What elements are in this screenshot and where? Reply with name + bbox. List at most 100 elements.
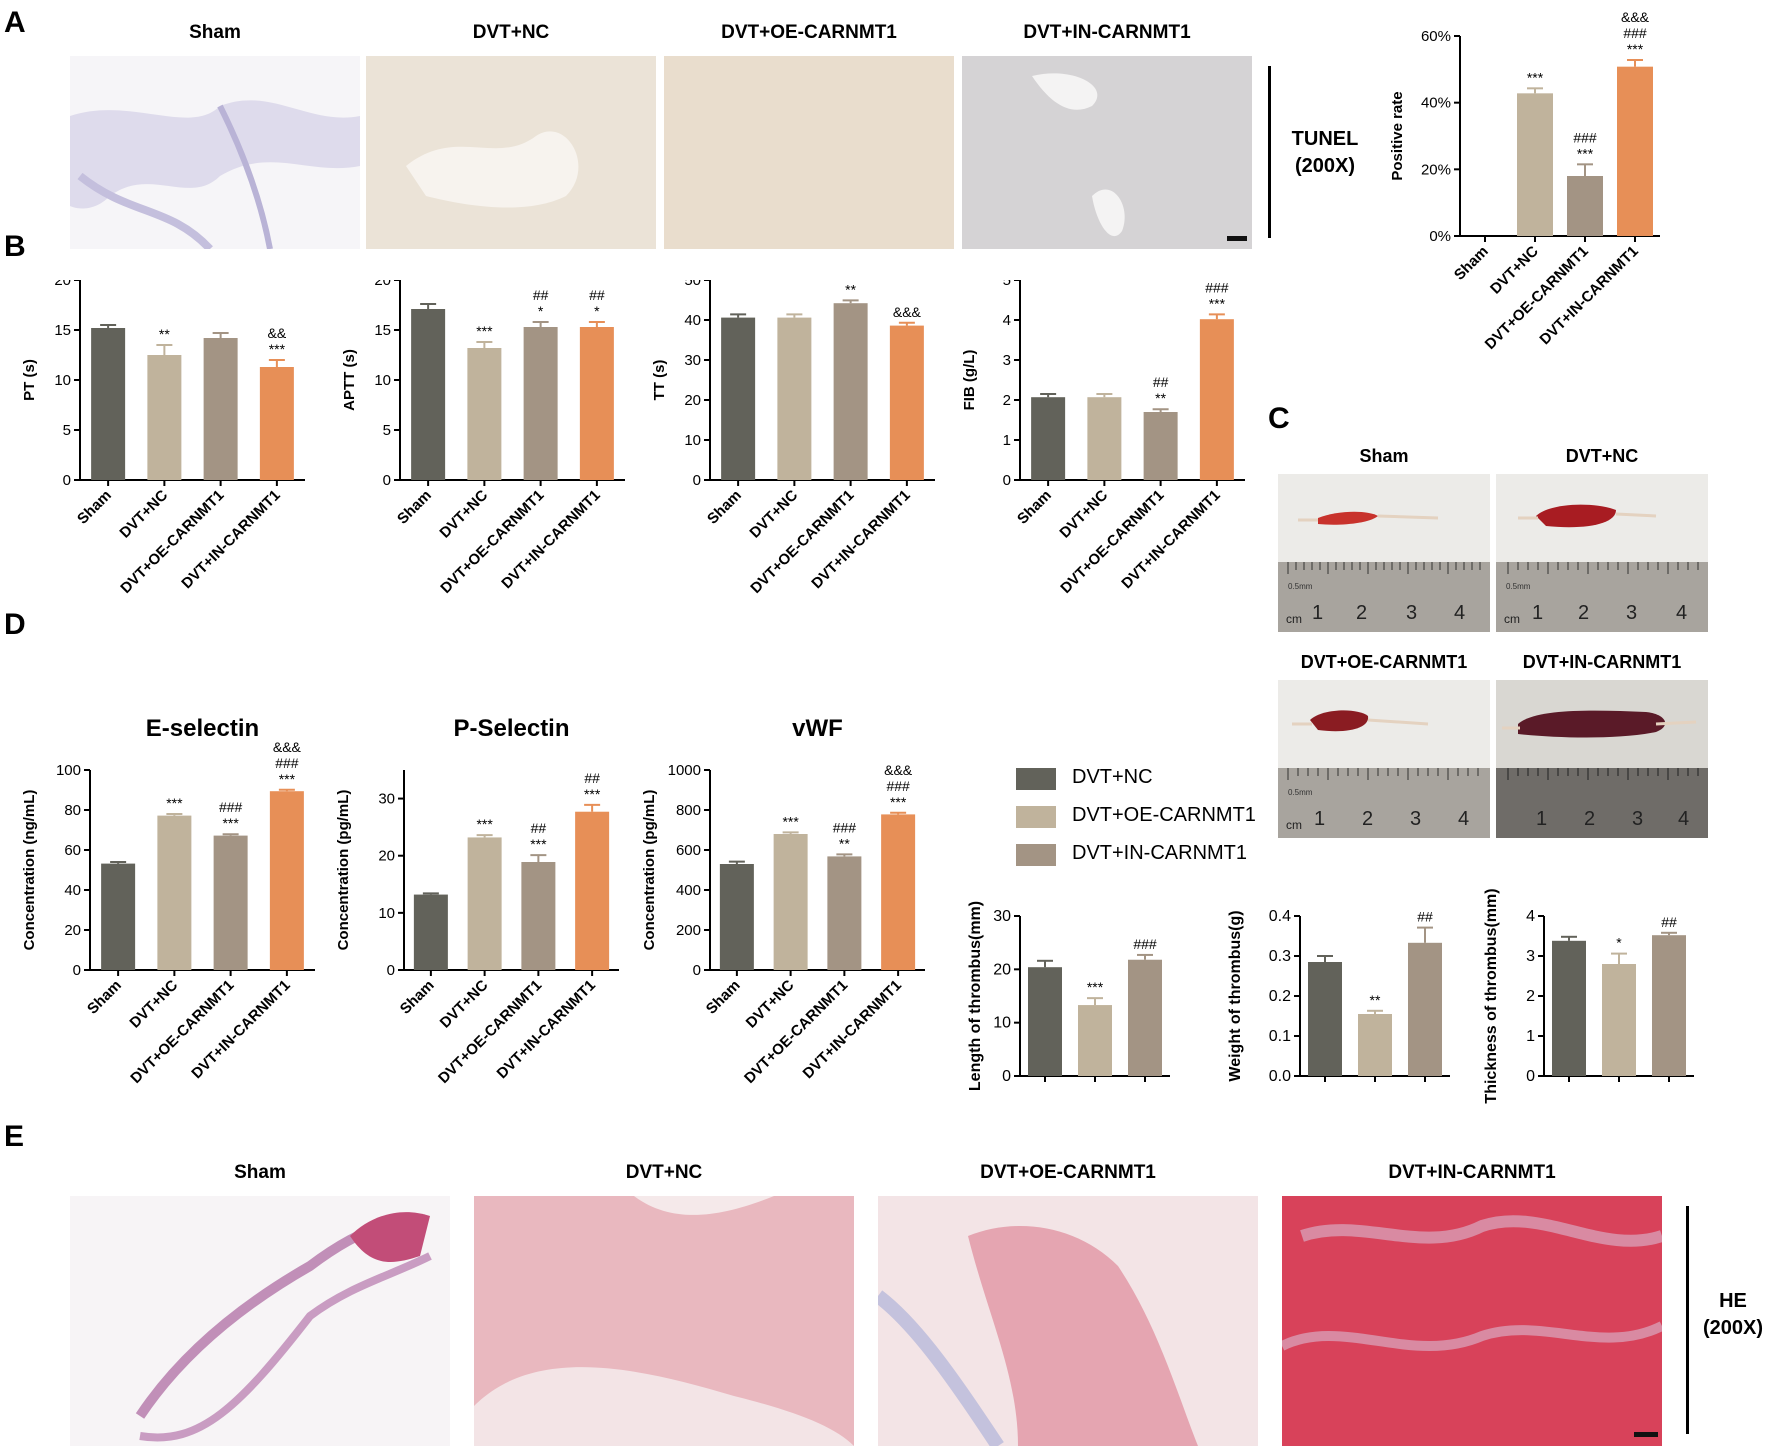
- length-y-tick-label: 10: [993, 1015, 1011, 1032]
- tt-y-tick-label: 20: [684, 392, 701, 409]
- vwf-annotation: ***: [890, 794, 907, 810]
- legend-label-nc: DVT+NC: [1072, 766, 1153, 788]
- he-label-line2: (200X): [1702, 1317, 1764, 1339]
- tt-x-tick-label: DVT+NC: [746, 487, 801, 542]
- vwf-x-tick-label: DVT+OE-CARNMT1: [741, 977, 851, 1087]
- chart-vwf: vWF 0 200 400 600 800 1000 Concentration (pg/mL…: [641, 715, 925, 1087]
- thickness-y-tick-label: 1: [1526, 1028, 1535, 1045]
- fib-x-tick-label: DVT+IN-CARNMT1: [1118, 487, 1223, 592]
- ruler-number-2: 2: [1356, 602, 1368, 624]
- he-divider: [1686, 1206, 1689, 1434]
- positive-rate-annotation: ***: [1577, 145, 1594, 161]
- weight-y-tick-label: 0.1: [1269, 1028, 1291, 1045]
- pt-x-tick-label: Sham: [74, 487, 115, 528]
- he-image-dvt-oe: [878, 1196, 1258, 1446]
- pt-y-tick-label: 20: [54, 280, 71, 289]
- panel-letter-d: D: [4, 608, 26, 641]
- aptt-annotation: ##: [589, 287, 605, 303]
- vwf-annotation: ###: [833, 819, 857, 835]
- pt-x-tick-label: DVT+OE-CARNMT1: [117, 487, 227, 597]
- p-selectin-title: P-Selectin: [453, 715, 569, 742]
- tunel-image-dvt-oe: [664, 56, 954, 249]
- positive-rate-annotation: ***: [1627, 41, 1644, 57]
- p-selectin-y-tick-label: 0: [387, 962, 395, 979]
- ruler-unit-nc: cm: [1504, 612, 1520, 626]
- tt-x-tick-label: DVT+IN-CARNMT1: [808, 487, 913, 592]
- fib-y-tick-label: 5: [1003, 280, 1011, 289]
- vwf-annotation: ###: [886, 778, 910, 794]
- pt-bar: [91, 328, 126, 480]
- aptt-x-tick-label: DVT+IN-CARNMT1: [498, 487, 603, 592]
- chart-fib: 0 1 2 3 4 5 FIB (g/L) Sham DVT+NC **## DVT+OE-CARN…: [961, 280, 1245, 597]
- pt-annotation: &&: [268, 325, 287, 341]
- chart-weight: 0.0 0.1 0.2 0.3 0.4 Weight of thrombus(g) ** ##: [1227, 908, 1450, 1085]
- he-label-line1: HE: [1719, 1290, 1747, 1312]
- vwf-x-tick-label: DVT+NC: [743, 977, 798, 1032]
- chart-thickness: 0 1 2 3 4 Thickness of thrombus(mm) * ##: [1483, 888, 1694, 1104]
- thickness-y-tick-label: 0: [1526, 1068, 1535, 1085]
- aptt-y-tick-label: 5: [383, 422, 391, 439]
- p-selectin-y-tick-label: 30: [378, 791, 395, 808]
- he-title-dvt-nc: DVT+NC: [625, 1162, 703, 1183]
- fib-bar: [1199, 319, 1234, 480]
- ruler-mark-oe: 0.5mm: [1288, 788, 1313, 797]
- p-selectin-y-tick-label: 20: [378, 848, 395, 865]
- chart-p-selectin: P-Selectin 0 10 20 30 Concentration (pg/mL) Sh…: [335, 715, 619, 1087]
- vwf-bar: [773, 834, 808, 970]
- p-selectin-annotation: ***: [584, 786, 601, 802]
- p-selectin-x-tick-label: DVT+OE-CARNMT1: [435, 977, 545, 1087]
- e-selectin-bar: [101, 863, 136, 970]
- panel-letter-a: A: [4, 6, 26, 39]
- vwf-annotation: &&&: [884, 762, 913, 778]
- tunel-scale-bar: [1227, 236, 1247, 241]
- fib-y-tick-label: 3: [1003, 352, 1011, 369]
- p-selectin-annotation: ##: [531, 820, 547, 836]
- weight-y-label: Weight of thrombus(g): [1227, 910, 1244, 1081]
- aptt-bar: [467, 348, 502, 480]
- vwf-y-tick-label: 0: [693, 962, 701, 979]
- e-selectin-y-tick-label: 0: [73, 962, 81, 979]
- thickness-annotation: *: [1616, 935, 1622, 951]
- length-y-tick-label: 30: [993, 908, 1011, 925]
- weight-y-tick-label: 0.2: [1269, 988, 1291, 1005]
- pt-y-tick-label: 10: [54, 372, 71, 389]
- vwf-y-tick-label: 1000: [668, 762, 701, 779]
- fib-x-tick-label: Sham: [1014, 487, 1055, 528]
- positive-rate-y-tick-label: 60%: [1421, 28, 1451, 45]
- thickness-bar: [1552, 940, 1586, 1076]
- e-selectin-x-tick-label: DVT+IN-CARNMT1: [188, 977, 293, 1082]
- pt-y-label: PT (s): [21, 359, 38, 401]
- tunel-image-sham: [70, 56, 360, 249]
- positive-rate-x-tick-label: Sham: [1451, 243, 1492, 284]
- tunel-label-line1: TUNEL: [1291, 128, 1359, 150]
- e-selectin-y-tick-label: 20: [64, 922, 81, 939]
- length-annotation: ***: [1087, 979, 1104, 995]
- positive-rate-y-label: Positive rate: [1389, 91, 1406, 180]
- positive-rate-bar: [1567, 176, 1603, 236]
- e-selectin-annotation: ***: [222, 815, 239, 831]
- positive-rate-y-tick-label: 40%: [1421, 95, 1451, 112]
- legend-swatch-in: [1016, 844, 1056, 866]
- tunel-side-label: TUNEL (200X): [1280, 126, 1370, 180]
- e-selectin-x-tick-label: DVT+OE-CARNMT1: [127, 977, 237, 1087]
- e-selectin-y-label: Concentration (ng/mL): [21, 790, 38, 951]
- fib-annotation: ***: [1209, 295, 1226, 311]
- p-selectin-bar: [575, 811, 610, 970]
- ruler-mark-nc: 0.5mm: [1506, 582, 1531, 591]
- e-selectin-bar: [157, 815, 192, 970]
- e-selectin-y-tick-label: 60: [64, 842, 81, 859]
- aptt-x-tick-label: DVT+OE-CARNMT1: [437, 487, 547, 597]
- pt-x-tick-label: DVT+NC: [116, 487, 171, 542]
- positive-rate-y-tick-label: 20%: [1421, 161, 1451, 178]
- photo-title-sham: Sham: [1359, 446, 1409, 466]
- positive-rate-annotation: &&&: [1621, 9, 1650, 25]
- length-y-label: Length of thrombus(mm): [967, 901, 984, 1091]
- ruler-unit-oe: cm: [1286, 818, 1302, 832]
- ruler-number-4: 4: [1454, 602, 1466, 624]
- e-selectin-y-tick-label: 40: [64, 882, 81, 899]
- tt-bar: [833, 303, 868, 480]
- ruler-mark-sham: 0.5mm: [1288, 582, 1313, 591]
- thickness-annotation: ##: [1661, 914, 1677, 930]
- legend-label-in: DVT+IN-CARNMT1: [1072, 842, 1248, 864]
- vwf-bar: [827, 856, 862, 970]
